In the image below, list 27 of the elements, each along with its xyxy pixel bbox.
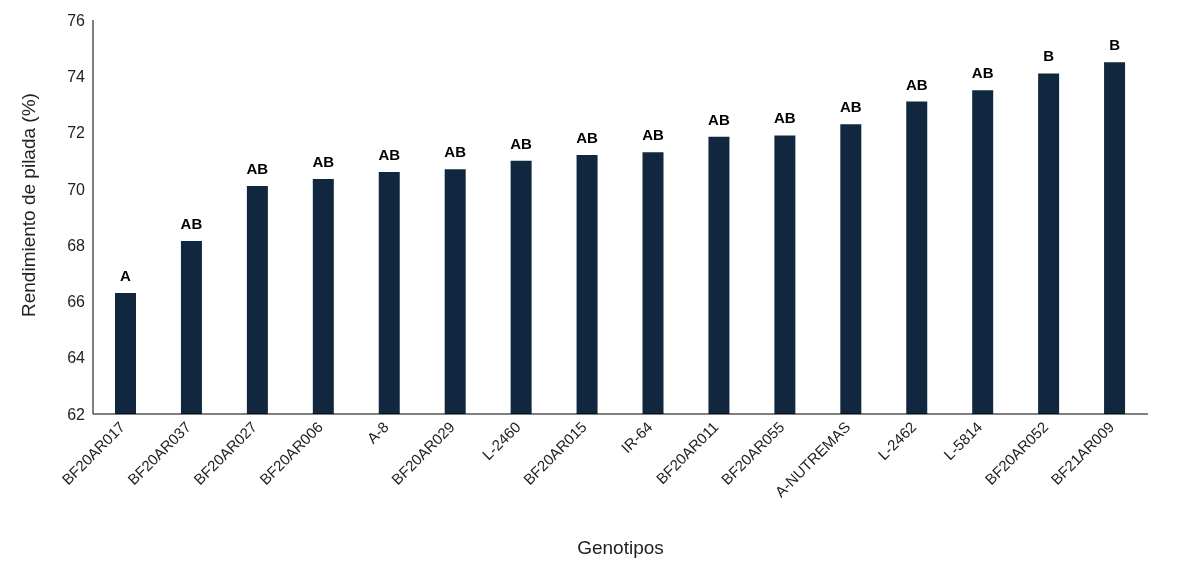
y-tick-label: 76 bbox=[67, 11, 86, 29]
y-tick-label: 68 bbox=[67, 236, 86, 254]
y-tick-label: 70 bbox=[67, 180, 86, 198]
y-tick-label: 64 bbox=[67, 349, 86, 367]
y-tick-label: 74 bbox=[67, 67, 86, 85]
data-label: B bbox=[1109, 36, 1121, 54]
data-label: AB bbox=[180, 214, 203, 232]
y-tick-label: 62 bbox=[67, 405, 86, 423]
data-label: B bbox=[1043, 47, 1055, 65]
data-label: AB bbox=[971, 64, 994, 82]
data-label: A bbox=[120, 266, 132, 284]
data-label: AB bbox=[444, 143, 467, 161]
data-label: AB bbox=[905, 75, 928, 93]
x-tick-label: A-8 bbox=[363, 418, 392, 447]
data-label: AB bbox=[839, 98, 862, 116]
y-tick-label: 72 bbox=[67, 124, 86, 142]
data-label: AB bbox=[774, 109, 796, 127]
data-label: AB bbox=[708, 110, 730, 128]
y-axis-title: Rendimiento de pilada (%) bbox=[17, 93, 39, 317]
data-label: AB bbox=[642, 126, 664, 144]
data-label: AB bbox=[510, 134, 533, 152]
data-label: AB bbox=[576, 129, 599, 147]
x-axis-title: Genotipos bbox=[577, 537, 664, 558]
data-label: AB bbox=[378, 145, 401, 163]
data-label: AB bbox=[312, 153, 335, 171]
y-tick-label: 66 bbox=[67, 293, 86, 311]
data-label: AB bbox=[246, 160, 269, 178]
